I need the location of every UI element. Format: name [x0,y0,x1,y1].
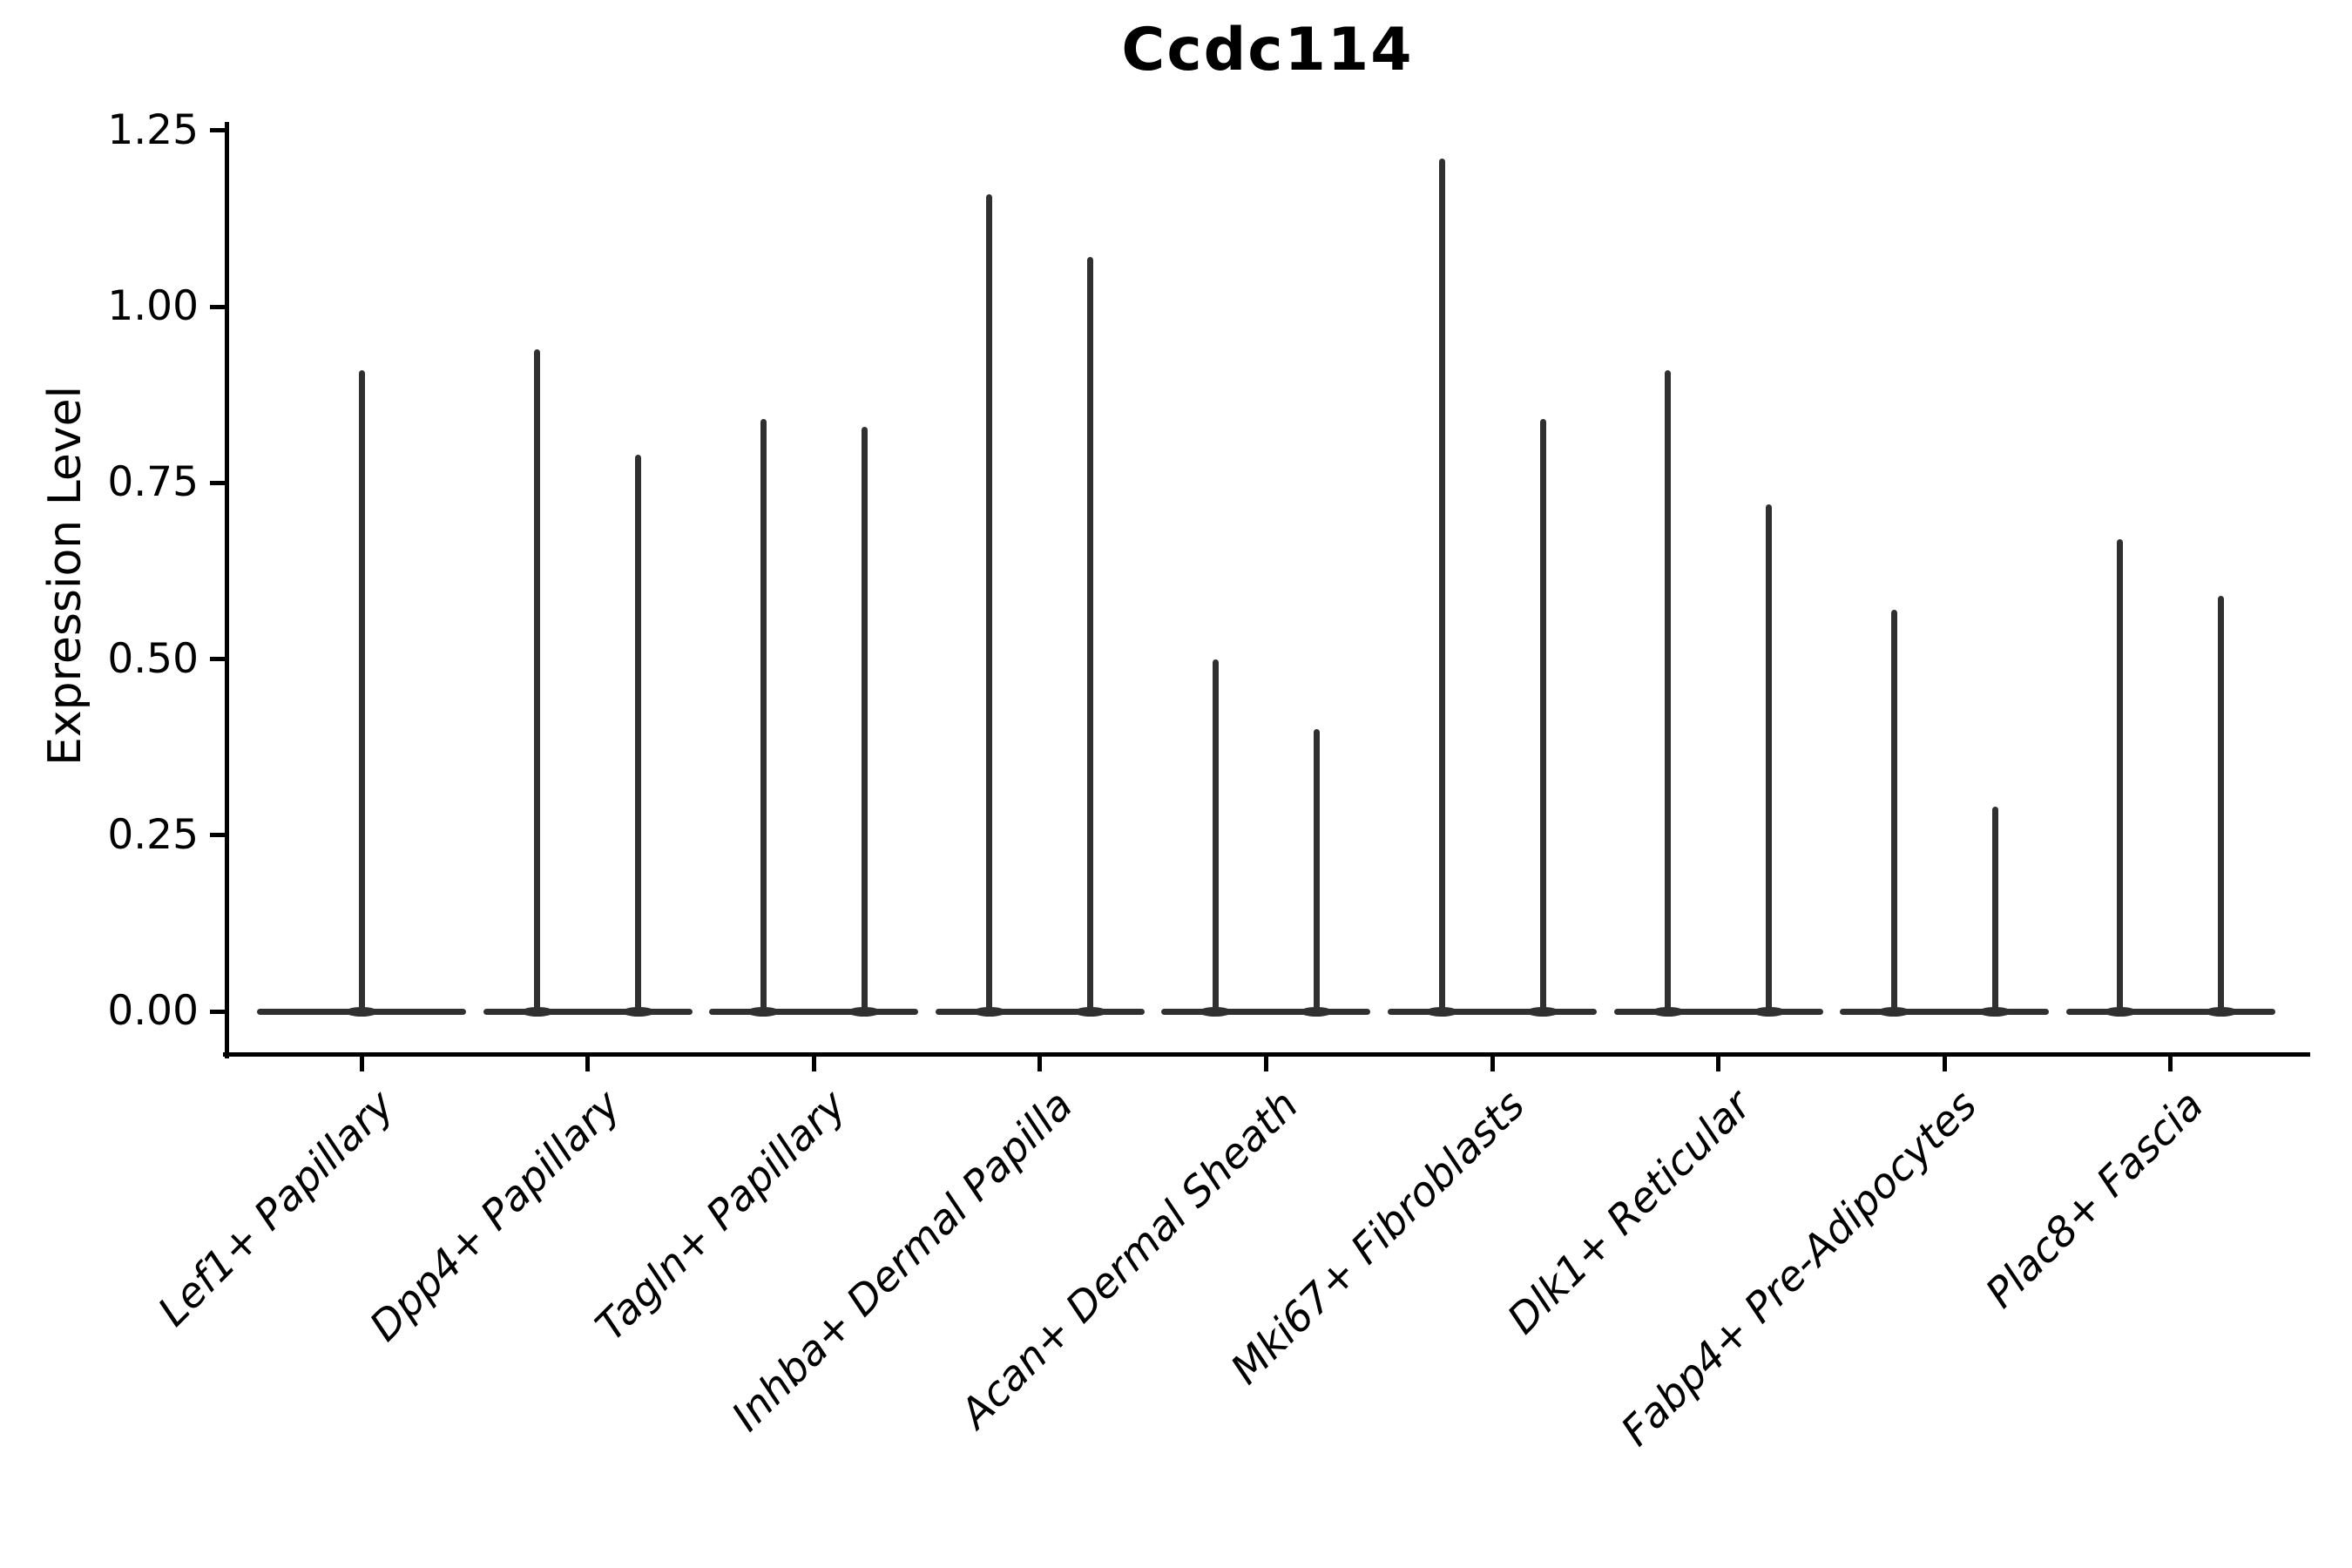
violin-spike [760,419,767,1011]
x-tick-mark [1942,1057,1947,1071]
x-tick-mark [1037,1057,1043,1071]
violin-foot [1425,1006,1458,1017]
x-axis-spine [223,1052,2310,1057]
y-tick-mark [210,833,225,838]
violin-base [935,1008,1145,1015]
violin-foot [1978,1006,2012,1017]
x-tick-mark [1263,1057,1268,1071]
x-tick-mark [585,1057,591,1071]
violin-spike [1087,257,1094,1011]
y-tick-label: 0.75 [107,458,199,507]
y-tick-label: 1.00 [107,282,199,330]
x-tick-mark [1716,1057,1721,1071]
violin-foot [972,1006,1006,1017]
violin-spike [1890,609,1897,1011]
y-tick-label: 0.50 [107,634,199,683]
violin-spike [861,426,868,1011]
y-tick-mark [210,304,225,309]
violin-base [1161,1008,1371,1015]
violin-spike [1665,369,1672,1011]
violin-base [709,1008,919,1015]
violin-base [2065,1008,2275,1015]
violin-base [1613,1008,1823,1015]
violin-base [483,1008,693,1015]
violin-spike [1313,729,1320,1011]
violin-base [1840,1008,2050,1015]
violin-spike [1766,504,1773,1011]
violin-foot [1877,1006,1911,1017]
x-tick-mark [359,1057,364,1071]
violin-foot [345,1006,378,1017]
y-tick-label: 1.25 [107,105,199,154]
violin-spike [358,369,365,1011]
x-tick-mark [1490,1057,1495,1071]
violin-foot [621,1006,655,1017]
violin-base [1388,1008,1597,1015]
violin-foot [1300,1006,1334,1017]
violin-foot [1651,1006,1685,1017]
x-tick-mark [2168,1057,2173,1071]
violin-foot [848,1006,882,1017]
violin-foot [1073,1006,1107,1017]
violin-spike [2218,595,2225,1011]
x-tick-mark [811,1057,816,1071]
violin-foot [1199,1006,1233,1017]
y-tick-label: 0.00 [107,987,199,1035]
violin-spike [986,193,993,1011]
violin-foot [1752,1006,1786,1017]
violin-spike [2117,538,2124,1011]
y-tick-mark [210,128,225,133]
violin-foot [1526,1006,1559,1017]
violin-foot [520,1006,554,1017]
chart-title: Ccdc114 [1121,16,1414,84]
violin-foot [747,1006,781,1017]
violin-spike [1539,419,1546,1011]
violin-spike [1438,159,1445,1011]
y-tick-mark [210,657,225,661]
violin-foot [2204,1006,2238,1017]
violin-spike [1212,659,1219,1011]
y-axis-spine [225,122,229,1058]
y-tick-mark [210,1009,225,1014]
violin-spike [635,454,642,1011]
violin-spike [1991,807,1998,1011]
violin-spike [534,348,541,1011]
violin-foot [2103,1006,2137,1017]
y-tick-mark [210,480,225,485]
y-tick-label: 0.25 [107,810,199,859]
